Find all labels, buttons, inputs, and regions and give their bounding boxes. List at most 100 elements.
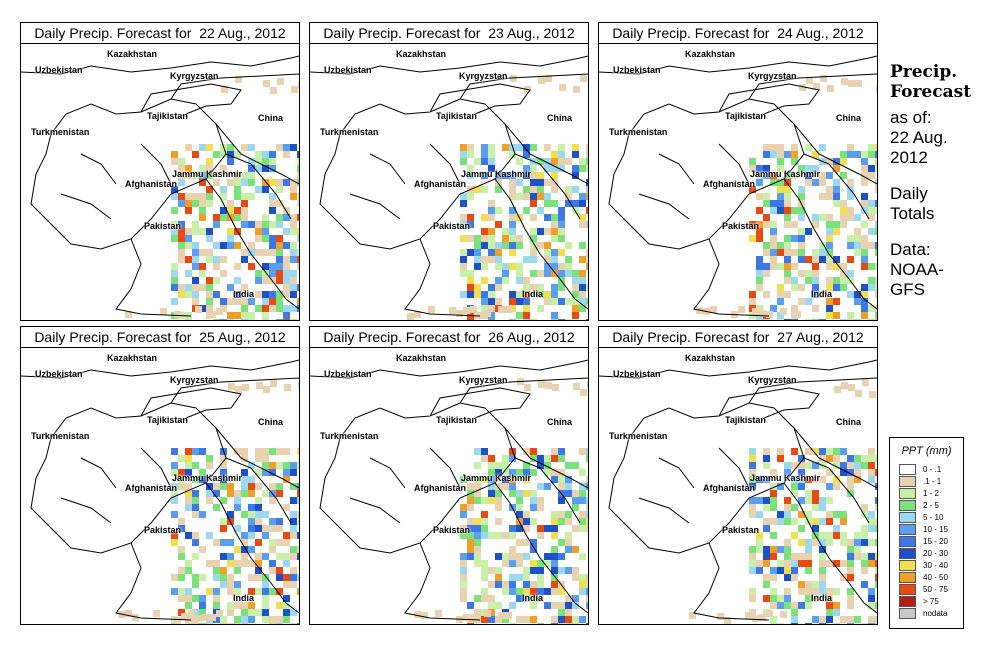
map-label-turkmenistan: Turkmenistan xyxy=(609,127,668,137)
map-label-pakistan: Pakistan xyxy=(722,221,760,231)
map-label-jammu-kashmir: Jammu Kashmir xyxy=(750,169,821,179)
map-label-afghanistan: Afghanistan xyxy=(703,179,756,189)
precip-map: Kazakhstan Uzbekistan Kyrgyzstan Tajikistan… xyxy=(309,347,589,625)
legend-row: 1 - 2 xyxy=(899,487,963,499)
map-label-turkmenistan: Turkmenistan xyxy=(320,431,379,441)
legend-swatch xyxy=(899,475,916,487)
map-label-uzbekistan: Uzbekistan xyxy=(613,65,661,75)
sidebar-title: Precip. Forecast xyxy=(890,62,980,102)
data-line-3: GFS xyxy=(890,280,925,299)
map-label-tajikistan: Tajikistan xyxy=(147,415,188,425)
legend-label: 40 - 50 xyxy=(923,572,948,582)
map-label-jammu-kashmir: Jammu Kashmir xyxy=(461,473,532,483)
panel-title: Daily Precip. Forecast for 26 Aug., 2012 xyxy=(309,326,589,347)
map-label-pakistan: Pakistan xyxy=(433,525,471,535)
map-label-india: India xyxy=(233,593,255,603)
legend-label: .1 - 1 xyxy=(923,476,942,486)
as-of-line-1: as of: xyxy=(890,108,932,127)
panel-title: Daily Precip. Forecast for 24 Aug., 2012 xyxy=(598,22,878,43)
map-label-kyrgyzstan: Kyrgyzstan xyxy=(170,71,219,81)
map-label-uzbekistan: Uzbekistan xyxy=(35,65,83,75)
precip-map: Kazakhstan Uzbekistan Kyrgyzstan Tajikistan… xyxy=(309,43,589,321)
data-source-text: Data: NOAA- GFS xyxy=(890,240,980,300)
legend-label: 30 - 40 xyxy=(923,560,948,570)
panel-title: Daily Precip. Forecast for 23 Aug., 2012 xyxy=(309,22,589,43)
map-label-china: China xyxy=(258,113,284,123)
map-label-uzbekistan: Uzbekistan xyxy=(324,65,372,75)
legend-row: nodata xyxy=(899,607,963,619)
legend-label: 5 - 10 xyxy=(923,512,944,522)
forecast-panel: Daily Precip. Forecast for 22 Aug., 2012… xyxy=(20,22,300,321)
map-graphic xyxy=(599,55,877,320)
map-label-turkmenistan: Turkmenistan xyxy=(31,431,90,441)
panel-title: Daily Precip. Forecast for 22 Aug., 2012 xyxy=(20,22,300,43)
title-line-1: Precip. xyxy=(890,62,958,82)
precip-cells xyxy=(407,75,588,320)
precip-cells xyxy=(125,76,299,320)
legend-swatch xyxy=(899,499,916,511)
map-label-tajikistan: Tajikistan xyxy=(725,111,766,121)
country-borders xyxy=(21,359,299,621)
map-label-afghanistan: Afghanistan xyxy=(414,179,467,189)
map-graphic xyxy=(21,359,299,624)
map-label-tajikistan: Tajikistan xyxy=(436,111,477,121)
map-label-kazakhstan: Kazakhstan xyxy=(107,49,158,59)
map-label-afghanistan: Afghanistan xyxy=(125,483,178,493)
legend-row: 10 - 15 xyxy=(899,523,963,535)
map-label-india: India xyxy=(811,593,833,603)
legend-row: 40 - 50 xyxy=(899,571,963,583)
legend-swatch xyxy=(899,583,916,595)
precip-map: Kazakhstan Uzbekistan Kyrgyzstan Tajikistan… xyxy=(598,347,878,625)
daily-line-2: Totals xyxy=(890,204,935,223)
map-label-tajikistan: Tajikistan xyxy=(436,415,477,425)
legend-label: 0 - .1 xyxy=(923,464,942,474)
legend-swatch xyxy=(899,595,916,607)
legend-swatch xyxy=(899,547,916,559)
map-label-pakistan: Pakistan xyxy=(433,221,471,231)
panel-title: Daily Precip. Forecast for 25 Aug., 2012 xyxy=(20,326,300,347)
map-label-kazakhstan: Kazakhstan xyxy=(396,353,447,363)
map-label-india: India xyxy=(522,289,544,299)
country-borders xyxy=(310,55,588,317)
legend-row: 5 - 10 xyxy=(899,511,963,523)
legend-label: 15 - 20 xyxy=(923,536,948,546)
legend-row: > 75 xyxy=(899,595,963,607)
map-label-kyrgyzstan: Kyrgyzstan xyxy=(170,375,219,385)
map-label-kazakhstan: Kazakhstan xyxy=(685,49,736,59)
forecast-panel: Daily Precip. Forecast for 26 Aug., 2012… xyxy=(309,326,589,625)
as-of-line-3: 2012 xyxy=(890,148,928,167)
map-graphic xyxy=(310,55,588,320)
map-label-kazakhstan: Kazakhstan xyxy=(107,353,158,363)
legend-row: .1 - 1 xyxy=(899,475,963,487)
map-label-kazakhstan: Kazakhstan xyxy=(685,353,736,363)
legend-label: > 75 xyxy=(923,596,939,606)
legend-label: nodata xyxy=(923,608,948,618)
map-label-india: India xyxy=(811,289,833,299)
map-label-china: China xyxy=(547,417,573,427)
data-line-2: NOAA- xyxy=(890,260,944,279)
legend-row: 2 - 5 xyxy=(899,499,963,511)
legend-swatch xyxy=(899,607,916,619)
legend-label: 1 - 2 xyxy=(923,488,940,498)
precip-cells xyxy=(696,75,877,320)
map-label-afghanistan: Afghanistan xyxy=(125,179,178,189)
country-borders xyxy=(310,359,588,621)
legend-swatch xyxy=(899,523,916,535)
forecast-panel: Daily Precip. Forecast for 24 Aug., 2012… xyxy=(598,22,878,321)
legend-swatch xyxy=(899,535,916,547)
map-label-uzbekistan: Uzbekistan xyxy=(35,369,83,379)
map-label-jammu-kashmir: Jammu Kashmir xyxy=(172,169,243,179)
forecast-panel: Daily Precip. Forecast for 23 Aug., 2012… xyxy=(309,22,589,321)
data-line-1: Data: xyxy=(890,240,931,259)
legend-swatch xyxy=(899,559,916,571)
legend-label: 20 - 30 xyxy=(923,548,948,558)
map-label-uzbekistan: Uzbekistan xyxy=(324,369,372,379)
legend-swatch xyxy=(899,463,916,475)
legend-row: 15 - 20 xyxy=(899,535,963,547)
map-label-india: India xyxy=(522,593,544,603)
as-of-text: as of: 22 Aug. 2012 xyxy=(890,108,980,168)
daily-line-1: Daily xyxy=(890,184,928,203)
map-label-jammu-kashmir: Jammu Kashmir xyxy=(461,169,532,179)
legend-swatch xyxy=(899,511,916,523)
map-label-kazakhstan: Kazakhstan xyxy=(396,49,447,59)
